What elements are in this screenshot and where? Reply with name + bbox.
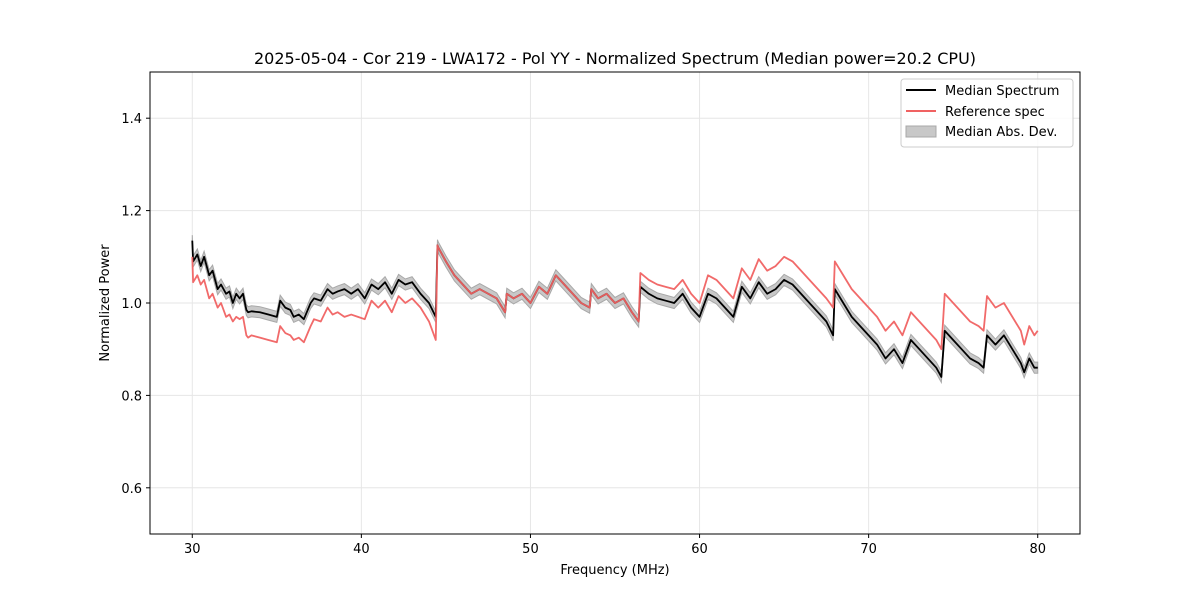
chart-title: 2025-05-04 - Cor 219 - LWA172 - Pol YY -… — [254, 49, 976, 68]
legend-mad-swatch — [905, 125, 937, 138]
legend-median-label: Median Spectrum — [945, 84, 1059, 99]
legend: Median Spectrum Reference spec Median Ab… — [900, 78, 1074, 148]
x-axis-label: Frequency (MHz) — [560, 563, 669, 578]
y-tick-label: 0.6 — [121, 482, 142, 497]
x-tick-label: 40 — [353, 542, 370, 557]
mad-band — [191, 235, 1039, 385]
y-axis-label: Normalized Power — [98, 244, 113, 362]
y-tick-label: 0.8 — [121, 389, 142, 404]
reference-spectrum-line — [191, 244, 1039, 351]
legend-box — [900, 78, 1074, 148]
x-tick-label: 60 — [691, 542, 708, 557]
tick-layer: 30 40 50 60 70 80 0.6 0.8 1.0 1.2 1.4 — [121, 112, 1046, 557]
mad-band-layer — [191, 235, 1039, 385]
legend-mad-label: Median Abs. Dev. — [945, 125, 1057, 140]
x-tick-label: 70 — [860, 542, 877, 557]
legend-reference-label: Reference spec — [945, 105, 1045, 120]
y-tick-label: 1.2 — [121, 205, 142, 220]
x-tick-label: 80 — [1029, 542, 1046, 557]
x-tick-label: 50 — [522, 542, 539, 557]
y-tick-label: 1.0 — [121, 297, 142, 312]
series-layer — [191, 240, 1039, 378]
x-tick-label: 30 — [184, 542, 201, 557]
y-tick-label: 1.4 — [121, 112, 142, 127]
